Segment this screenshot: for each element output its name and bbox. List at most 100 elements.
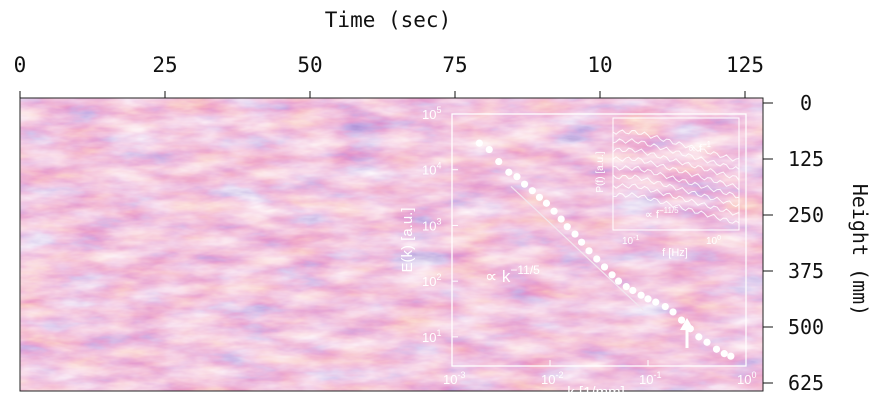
spectrum-inset-frame — [451, 113, 747, 367]
power-xtick-2-exp: 0 — [717, 235, 721, 242]
spectrum-point — [550, 207, 558, 215]
spectrum-annotation-base: ∝ k — [485, 267, 511, 286]
time-axis-label: Time (sec) — [325, 8, 451, 32]
spectrum-point — [720, 350, 728, 358]
spectrum-xtick-1-exp: -2 — [555, 370, 563, 380]
spectrum-point — [485, 145, 493, 154]
spectrum-ytick-0-base: 10 — [422, 330, 436, 345]
spectrum-xtick-3: 100 — [737, 370, 756, 387]
time-tick-125: 125 — [726, 53, 764, 77]
spectrum-point — [513, 173, 521, 181]
spectrum-annotation-exp: −11/5 — [510, 263, 540, 277]
spectrum-point — [637, 291, 645, 299]
spectrum-point — [712, 345, 721, 353]
height-tick-375: 375 — [788, 259, 824, 283]
power-annotation-bottom-base: ∝ f — [645, 209, 660, 221]
spectrum-xtick-0-exp: -3 — [457, 370, 465, 380]
spectrum-point — [505, 168, 513, 176]
spectrum-xtick-0-base: 10 — [443, 372, 457, 387]
spectrum-xtick-3-exp: 0 — [751, 370, 756, 380]
power-xlabel: f [Hz] — [662, 247, 688, 259]
time-tick-50: 50 — [297, 53, 322, 77]
power-xtick-1: 10-1 — [622, 235, 639, 247]
spectrum-point — [622, 282, 630, 291]
spectrum-point — [520, 180, 529, 188]
height-tick-625: 625 — [788, 371, 824, 395]
spectrum-points — [475, 139, 735, 360]
time-tick-0: 0 — [14, 53, 27, 77]
spectrum-point — [695, 333, 703, 341]
power-annotation-top-exp: −1 — [702, 140, 712, 149]
arrow-head — [679, 318, 694, 330]
spectrum-ytick-2-base: 10 — [422, 218, 436, 233]
spectrum-point — [542, 199, 551, 207]
power-annotation-bottom: ∝ f−11/5 — [645, 206, 679, 221]
power-inset-frame — [612, 117, 740, 231]
spectrum-ytick-0-exp: 1 — [436, 328, 441, 338]
spectrum-ylabel: E(k) [a.u.] — [399, 207, 416, 272]
spectrum-ytick-3-exp: 4 — [436, 161, 441, 171]
spectrum-point — [600, 263, 609, 271]
power-inset: ∝ f−1 ∝ f−11/5 10-1 100 f [Hz] P(f) [a.u… — [595, 117, 740, 259]
spectrum-xtick-2-base: 10 — [639, 372, 653, 387]
heatmap-field — [20, 98, 763, 391]
time-tick-100: 10 — [587, 53, 612, 77]
power-series-line — [612, 183, 740, 216]
spectrum-xtick-1-base: 10 — [541, 372, 555, 387]
spectrum-ytick-4: 105 — [422, 105, 441, 122]
spectrum-point — [535, 193, 544, 201]
spectrum-xtick-2-exp: -1 — [653, 370, 661, 380]
spectrum-ytick-4-base: 10 — [422, 107, 436, 122]
height-tick-250: 250 — [788, 203, 824, 227]
time-tick-75: 75 — [442, 53, 467, 77]
spectrum-reference-line — [510, 186, 644, 311]
spectrum-xtick-2: 10-1 — [639, 370, 661, 387]
spectrum-point — [571, 230, 579, 238]
spectrum-point — [585, 247, 593, 255]
spectrum-xtick-1: 10-2 — [541, 370, 563, 387]
spectrum-ytick-2-exp: 3 — [436, 216, 441, 226]
spectrum-point — [608, 271, 616, 279]
power-annotation-bottom-exp: −11/5 — [659, 206, 679, 215]
spectrum-point — [593, 255, 601, 263]
spectrum-xlabel: k [1/mm] — [567, 384, 625, 401]
power-xtick-1-base: 10 — [622, 236, 634, 247]
spectrum-point — [614, 277, 623, 285]
heatmap-frame — [19, 97, 764, 392]
height-axis: 0 125 250 375 500 625 — [763, 91, 824, 395]
power-ylabel: P(f) [a.u.] — [595, 151, 606, 192]
power-series-line — [612, 156, 740, 191]
height-tick-500: 500 — [788, 315, 824, 339]
power-series-line — [612, 147, 740, 181]
spectrum-point — [475, 139, 483, 147]
spectrum-point — [644, 295, 652, 303]
spectrum-annotation: ∝ k−11/5 — [485, 263, 540, 286]
spectrum-point — [661, 302, 669, 311]
spectrum-point — [563, 223, 571, 231]
spectrum-point — [629, 286, 637, 295]
spectrum-point — [557, 215, 565, 223]
spectrum-ytick-1: 102 — [422, 272, 441, 289]
spectrum-xtick-0: 10-3 — [443, 370, 465, 387]
power-xtick-1-exp: -1 — [633, 235, 639, 242]
power-series-line — [612, 192, 740, 224]
arrow-marker — [679, 318, 694, 348]
power-series-line — [612, 165, 740, 199]
power-annotation-top: ∝ f−1 — [688, 140, 712, 155]
spectrum-point — [727, 352, 735, 360]
spectrum-point — [652, 298, 660, 306]
height-axis-label: Height (mm) — [848, 184, 872, 316]
spectrum-point — [677, 316, 686, 324]
height-tick-125: 125 — [788, 147, 824, 171]
spectrum-point — [669, 308, 677, 316]
time-axis: 0 25 50 75 10 125 — [14, 53, 764, 98]
spectrum-xtick-3-base: 10 — [737, 372, 751, 387]
power-xtick-2: 100 — [706, 235, 721, 247]
power-series-line — [612, 129, 740, 162]
power-series-line — [612, 138, 740, 170]
spectrum-ytick-3: 104 — [422, 161, 441, 178]
spectrum-ytick-1-base: 10 — [422, 274, 436, 289]
